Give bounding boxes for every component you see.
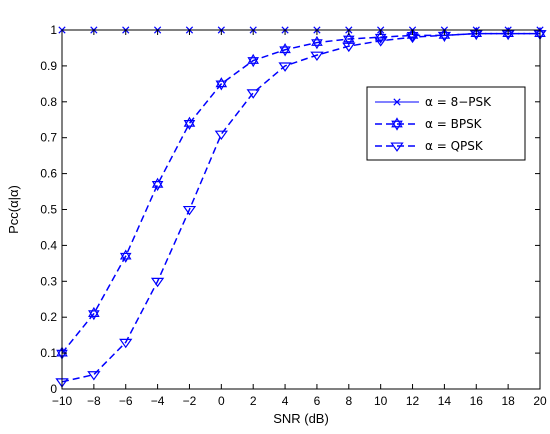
x-tick-label: 8 <box>345 394 352 408</box>
data-point <box>247 57 259 68</box>
x-tick-label: −6 <box>119 394 133 408</box>
y-tick-label: 0.5 <box>40 203 57 217</box>
x-tick-label: 0 <box>218 394 225 408</box>
series-line <box>61 32 540 383</box>
x-tick-label: 2 <box>250 394 257 408</box>
x-tick-label: 18 <box>501 394 515 408</box>
data-point <box>279 46 291 57</box>
data-point <box>119 249 132 260</box>
y-tick-label: 0.9 <box>40 59 57 73</box>
legend-marker <box>391 120 403 131</box>
x-tick-label: 10 <box>374 394 388 408</box>
series-2 <box>55 30 547 388</box>
data-point <box>374 37 388 47</box>
data-point <box>119 252 132 263</box>
x-tick-label: 20 <box>533 394 547 408</box>
x-tick-label: −4 <box>151 394 165 408</box>
data-point <box>311 39 323 50</box>
y-tick-label: 0.6 <box>40 167 57 181</box>
series-layer <box>55 26 547 388</box>
legend-label: α = BPSK <box>425 117 483 131</box>
x-tick-label: −10 <box>52 394 73 408</box>
y-tick-label: 0.2 <box>40 310 57 324</box>
legend-marker <box>391 117 403 128</box>
data-point <box>374 30 387 41</box>
y-axis-label: Pcc(α|α) <box>6 185 21 234</box>
data-point <box>151 181 164 192</box>
y-tick-label: 0.3 <box>40 274 57 288</box>
data-point <box>88 310 100 321</box>
x-tick-label: 4 <box>282 394 289 408</box>
series-line <box>61 32 540 354</box>
x-tick-label: 6 <box>314 394 321 408</box>
y-tick-label: 0.7 <box>40 131 57 145</box>
data-point <box>150 277 165 288</box>
data-point <box>342 42 356 53</box>
data-point <box>279 43 291 54</box>
data-point <box>278 62 292 72</box>
legend-marker <box>393 98 401 106</box>
x-tick-label: −8 <box>87 394 101 408</box>
legend-label: α = QPSK <box>425 139 484 153</box>
data-point <box>246 89 260 99</box>
data-point <box>343 35 355 46</box>
data-point <box>438 28 451 39</box>
data-point <box>502 26 514 37</box>
y-tick-label: 0.8 <box>40 95 57 109</box>
data-point <box>470 26 483 37</box>
x-tick-label: 12 <box>406 394 420 408</box>
ticks-layer: −10 −8 −6 −4 −2 0 2 4 6 8 10 12 14 16 18 20 0 0.1 0.2 0.3 0.… <box>40 23 547 408</box>
x-tick-label: 14 <box>438 394 452 408</box>
x-tick-label: −2 <box>183 394 197 408</box>
y-tick-label: 1 <box>50 23 57 37</box>
legend-marker <box>390 142 404 152</box>
data-point <box>88 306 100 317</box>
y-tick-label: 0 <box>50 382 57 396</box>
series-1 <box>56 26 546 360</box>
y-tick-label: 0.1 <box>40 346 57 360</box>
data-point <box>182 205 197 216</box>
data-point <box>183 116 196 127</box>
data-point <box>87 371 101 381</box>
data-point <box>183 119 196 131</box>
y-tick-label: 0.4 <box>40 238 57 252</box>
data-point <box>215 80 228 91</box>
data-point <box>215 77 228 88</box>
data-point <box>310 51 324 62</box>
data-point <box>151 177 164 188</box>
data-point <box>311 35 323 46</box>
legend: α = 8−PSK α = BPSK α = QPSK <box>366 86 526 161</box>
x-axis-label: SNR (dB) <box>273 411 329 426</box>
plot-frame <box>61 29 541 390</box>
x-tick-label: 16 <box>470 394 484 408</box>
data-point <box>343 32 355 43</box>
legend-label: α = 8−PSK <box>425 95 492 109</box>
data-point <box>119 338 133 349</box>
data-point <box>247 53 259 64</box>
data-point <box>214 130 228 141</box>
